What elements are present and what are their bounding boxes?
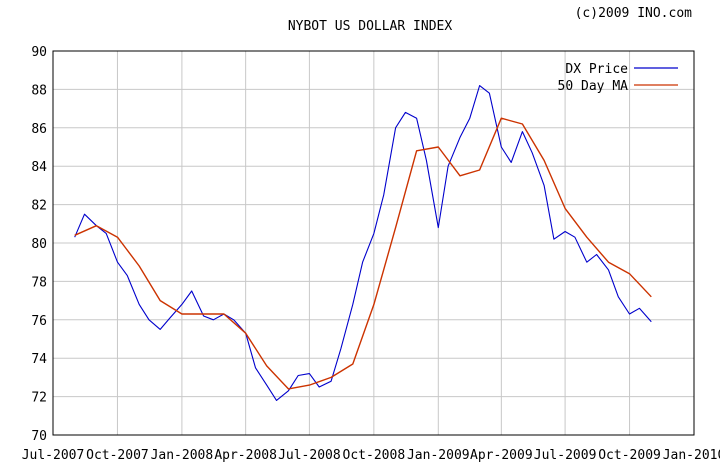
y-tick-label: 84 (31, 160, 47, 175)
x-tick-label: Jan-2008 (151, 448, 214, 463)
legend-label-50-day-ma: 50 Day MA (558, 79, 629, 94)
chart-title: NYBOT US DOLLAR INDEX (288, 19, 453, 34)
x-tick-label: Jan-2009 (407, 448, 470, 463)
series-line-dx-price (74, 85, 652, 401)
y-tick-label: 80 (31, 237, 47, 252)
x-tick-label: Jul-2008 (278, 448, 341, 463)
x-tick-label: Apr-2009 (470, 448, 533, 463)
legend-label-dx-price: DX Price (565, 62, 628, 77)
series-line-50-day-ma (74, 117, 652, 390)
legend: DX Price 50 Day MA (558, 62, 678, 94)
y-tick-label: 88 (31, 83, 47, 98)
plot-frame (52, 50, 695, 436)
y-tick-label: 82 (31, 199, 47, 214)
y-tick-label: 72 (31, 391, 47, 406)
x-tick-label: Oct-2007 (86, 448, 149, 463)
x-tick-label: Apr-2008 (214, 448, 277, 463)
y-tick-label: 70 (31, 429, 47, 444)
y-tick-label: 74 (31, 352, 47, 367)
x-tick-label: Jul-2009 (534, 448, 597, 463)
copyright-text: (c)2009 INO.com (575, 6, 693, 21)
y-tick-label: 90 (31, 45, 47, 60)
y-tick-label: 78 (31, 275, 47, 290)
grid (53, 51, 694, 435)
x-tick-label: Oct-2008 (343, 448, 406, 463)
x-tick-label: Oct-2009 (598, 448, 661, 463)
y-tick-label: 76 (31, 314, 47, 329)
y-tick-label: 86 (31, 122, 47, 137)
x-tick-label: Jul-2007 (22, 448, 85, 463)
y-axis-ticks: 70 72 74 76 78 80 82 84 86 88 90 (31, 45, 47, 444)
x-tick-label: Jan-2010 (663, 448, 720, 463)
series-lines (74, 85, 652, 401)
x-axis-ticks: Jul-2007 Oct-2007 Jan-2008 Apr-2008 Jul-2008… (22, 448, 720, 463)
